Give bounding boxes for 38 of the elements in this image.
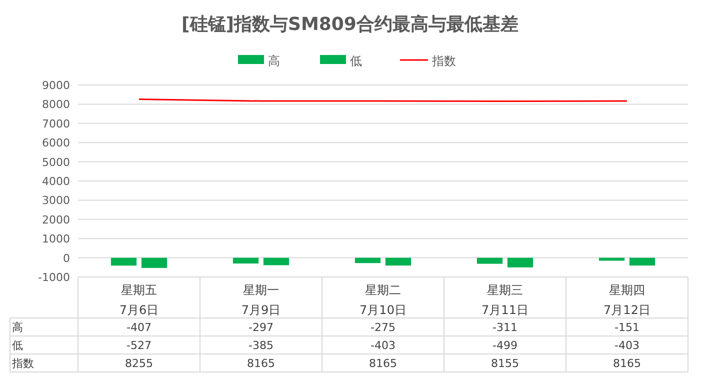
data-label: 8165 bbox=[613, 357, 641, 370]
y-tick-label: 8000 bbox=[42, 98, 70, 112]
data-label: 8165 bbox=[247, 357, 275, 370]
legend-label: 指数 bbox=[431, 54, 456, 68]
legend-label: 高 bbox=[268, 54, 280, 68]
text: 指数 bbox=[12, 357, 34, 370]
y-tick-label: -1000 bbox=[38, 271, 70, 284]
data-label: -407 bbox=[126, 321, 152, 334]
y-tick-label: 9000 bbox=[42, 79, 70, 92]
text: 低 bbox=[12, 339, 23, 352]
x-tick-label: 星期三 7月11日 bbox=[482, 283, 528, 317]
chart-title: [硅锰]指数与SM809合约最高与最低基差 bbox=[182, 14, 518, 35]
x-tick-label: 星期四 7月12日 bbox=[604, 283, 650, 317]
data-label: -297 bbox=[248, 321, 274, 334]
data-label: -403 bbox=[370, 339, 396, 352]
y-tick-label: 1000 bbox=[42, 232, 70, 246]
data-label: -385 bbox=[248, 339, 274, 352]
y-tick-label: 2000 bbox=[42, 213, 70, 226]
data-label: -311 bbox=[492, 321, 518, 334]
x-tick-label: 星期二 7月10日 bbox=[360, 283, 406, 317]
y-tick-label: 7000 bbox=[42, 117, 70, 130]
data-label: -275 bbox=[370, 321, 396, 334]
y-tick-label: 3000 bbox=[42, 194, 70, 208]
data-label: 8255 bbox=[125, 357, 153, 370]
data-label: 8165 bbox=[369, 357, 397, 370]
data-label: -151 bbox=[614, 321, 640, 334]
data-label: -527 bbox=[126, 339, 152, 352]
y-tick-label: 6000 bbox=[42, 136, 70, 150]
data-label: -499 bbox=[492, 339, 518, 352]
x-tick-label: 星期五 7月6日 bbox=[119, 283, 159, 317]
text: 高 bbox=[12, 321, 23, 334]
y-tick-label: 4000 bbox=[42, 175, 70, 188]
y-tick-label: 5000 bbox=[42, 156, 70, 169]
x-tick-label: 星期一 7月9日 bbox=[241, 283, 281, 317]
y-tick-label: 0 bbox=[63, 252, 70, 265]
legend-label: 低 bbox=[350, 54, 362, 68]
data-label: 8155 bbox=[491, 357, 519, 370]
data-label: -403 bbox=[614, 339, 640, 352]
